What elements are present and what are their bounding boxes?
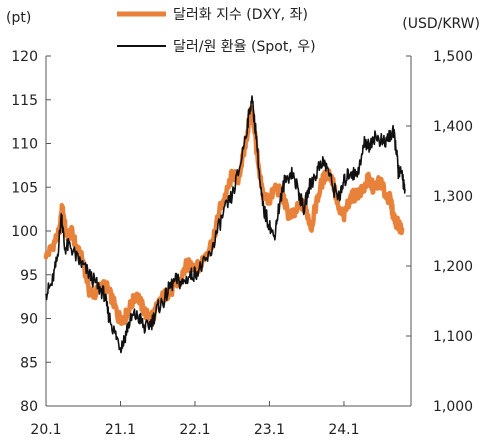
- series-line-krw: [45, 95, 406, 354]
- left-tick-label: 110: [11, 137, 38, 153]
- right-tick-label: 1,400: [433, 119, 473, 135]
- left-tick-label: 105: [11, 180, 38, 196]
- left-tick-label: 90: [20, 312, 38, 328]
- left-axis-unit: (pt): [6, 10, 31, 26]
- x-tick-label: 21.1: [105, 422, 136, 438]
- right-tick-label: 1,100: [433, 329, 473, 345]
- x-tick-label: 23.1: [254, 422, 285, 438]
- legend: 달러화 지수 (DXY, 좌) 달러/원 환율 (Spot, 우): [117, 7, 316, 55]
- x-tick-label: 24.1: [328, 422, 359, 438]
- right-tick-label: 1,200: [433, 259, 473, 275]
- left-tick-label: 85: [20, 355, 38, 371]
- x-tick-label: 22.1: [179, 422, 210, 438]
- right-tick-label: 1,000: [433, 399, 473, 415]
- right-tick-label: 1,300: [433, 189, 473, 205]
- legend-label-dxy: 달러화 지수 (DXY, 좌): [173, 7, 308, 23]
- left-axis-ticks: 80 85 90 95 100 105 110 115 120: [11, 49, 51, 415]
- legend-label-krw: 달러/원 환율 (Spot, 우): [173, 39, 316, 55]
- x-tick-label: 20.1: [30, 422, 61, 438]
- right-tick-label: 1,500: [433, 49, 473, 65]
- right-axis-ticks: 1,000 1,100 1,200 1,300 1,400 1,500: [406, 49, 473, 415]
- left-tick-label: 120: [11, 49, 38, 65]
- left-tick-label: 115: [11, 93, 38, 109]
- x-axis-ticks: 20.1 21.1 22.1 23.1 24.1: [30, 401, 360, 438]
- left-tick-label: 80: [20, 399, 38, 415]
- right-axis-unit: (USD/KRW): [402, 16, 480, 32]
- series-line-dxy: [43, 105, 405, 326]
- left-tick-label: 100: [11, 224, 38, 240]
- left-tick-label: 95: [20, 268, 38, 284]
